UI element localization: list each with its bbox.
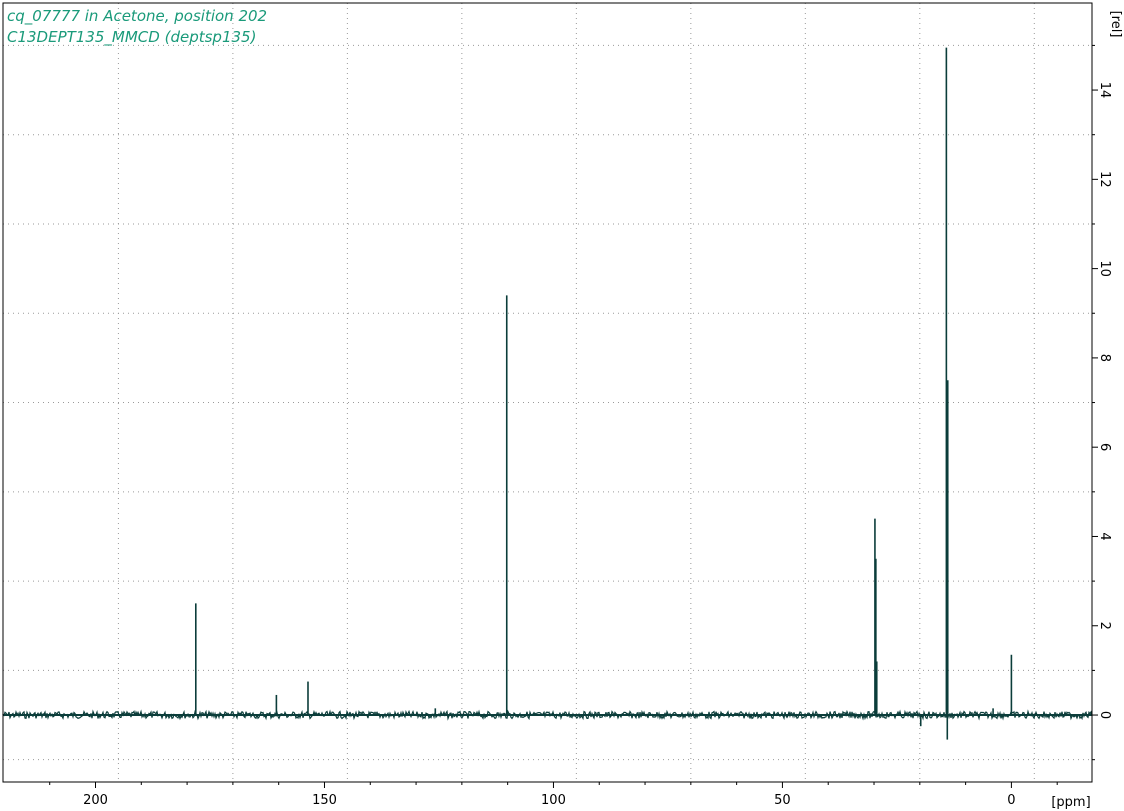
x-tick-label: 0 (1007, 793, 1015, 808)
x-tick-label: 150 (312, 793, 337, 808)
y-tick-label: 0 (1097, 711, 1112, 719)
chart-subtitle: C13DEPT135_MMCD (deptsp135) (7, 28, 256, 47)
x-tick-label: 50 (774, 793, 791, 808)
y-tick-label: 14 (1097, 82, 1112, 99)
y-tick-label: 10 (1097, 260, 1112, 277)
y-tick-label: 2 (1097, 622, 1112, 630)
baseline-noise (2, 709, 1093, 721)
y-tick-label: 8 (1097, 354, 1112, 362)
y-tick-label: 4 (1097, 532, 1112, 540)
chart-title: cq_07777 in Acetone, position 202 (7, 7, 267, 26)
plot-frame (2, 2, 1093, 783)
y-tick-label: 12 (1097, 171, 1112, 188)
spectrum-trace (2, 47, 1093, 740)
x-tick-label: 100 (541, 793, 566, 808)
y-tick-label: 6 (1097, 443, 1112, 451)
y-axis-label: [rel] (1108, 11, 1123, 38)
x-tick-label: 200 (83, 793, 108, 808)
x-axis-label: [ppm] (1051, 795, 1090, 810)
